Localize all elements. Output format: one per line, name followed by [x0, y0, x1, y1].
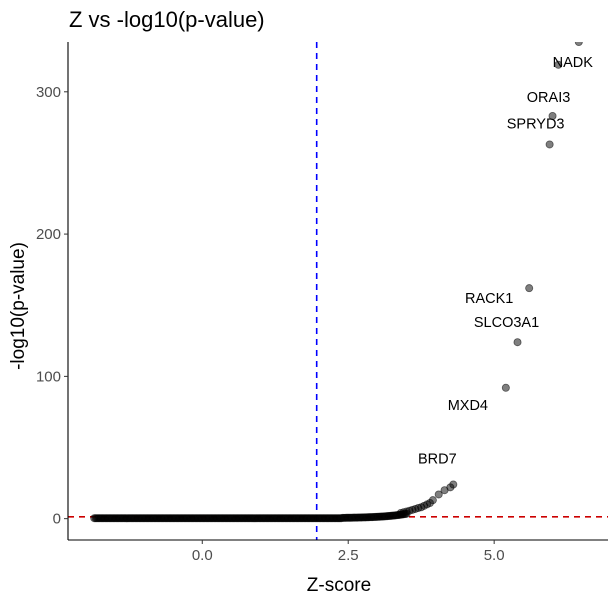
point-label-rack1: RACK1	[465, 291, 513, 307]
y-tick-label: 200	[36, 226, 61, 243]
data-point	[525, 284, 534, 293]
data-point	[574, 42, 583, 46]
y-axis-label: -log10(p-value)	[8, 242, 29, 370]
point-label-orai3: ORAI3	[527, 90, 571, 106]
point-label-mxd4: MXD4	[448, 398, 488, 414]
data-point	[396, 508, 405, 517]
data-point	[548, 111, 557, 120]
data-point	[449, 480, 458, 489]
x-axis-label: Z-score	[307, 575, 371, 596]
data-point	[554, 60, 563, 69]
data-point	[434, 490, 443, 499]
y-tick-label: 300	[36, 84, 61, 101]
point-label-slco3a1: SLCO3A1	[474, 315, 539, 331]
y-tick-label: 100	[36, 368, 61, 385]
y-tick-label: 0	[53, 511, 61, 528]
points-group	[90, 42, 583, 523]
point-label-nadk: NADK	[553, 55, 594, 71]
x-tick-label: 0.0	[192, 547, 213, 564]
data-point	[440, 486, 449, 495]
data-point	[513, 338, 522, 347]
point-label-brd7: BRD7	[418, 452, 457, 468]
plot-area: NADK ORAI3 SPRYD3 RACK1 SLCO3A1 MXD4 BRD7 0.0 2.…	[36, 42, 608, 564]
data-point	[545, 140, 554, 149]
point-label-spryd3: SPRYD3	[507, 116, 565, 132]
x-tick-label: 2.5	[338, 547, 359, 564]
chart-title: Z vs -log10(p-value)	[69, 7, 265, 32]
x-tick-label: 5.0	[484, 547, 505, 564]
data-point	[501, 383, 510, 392]
